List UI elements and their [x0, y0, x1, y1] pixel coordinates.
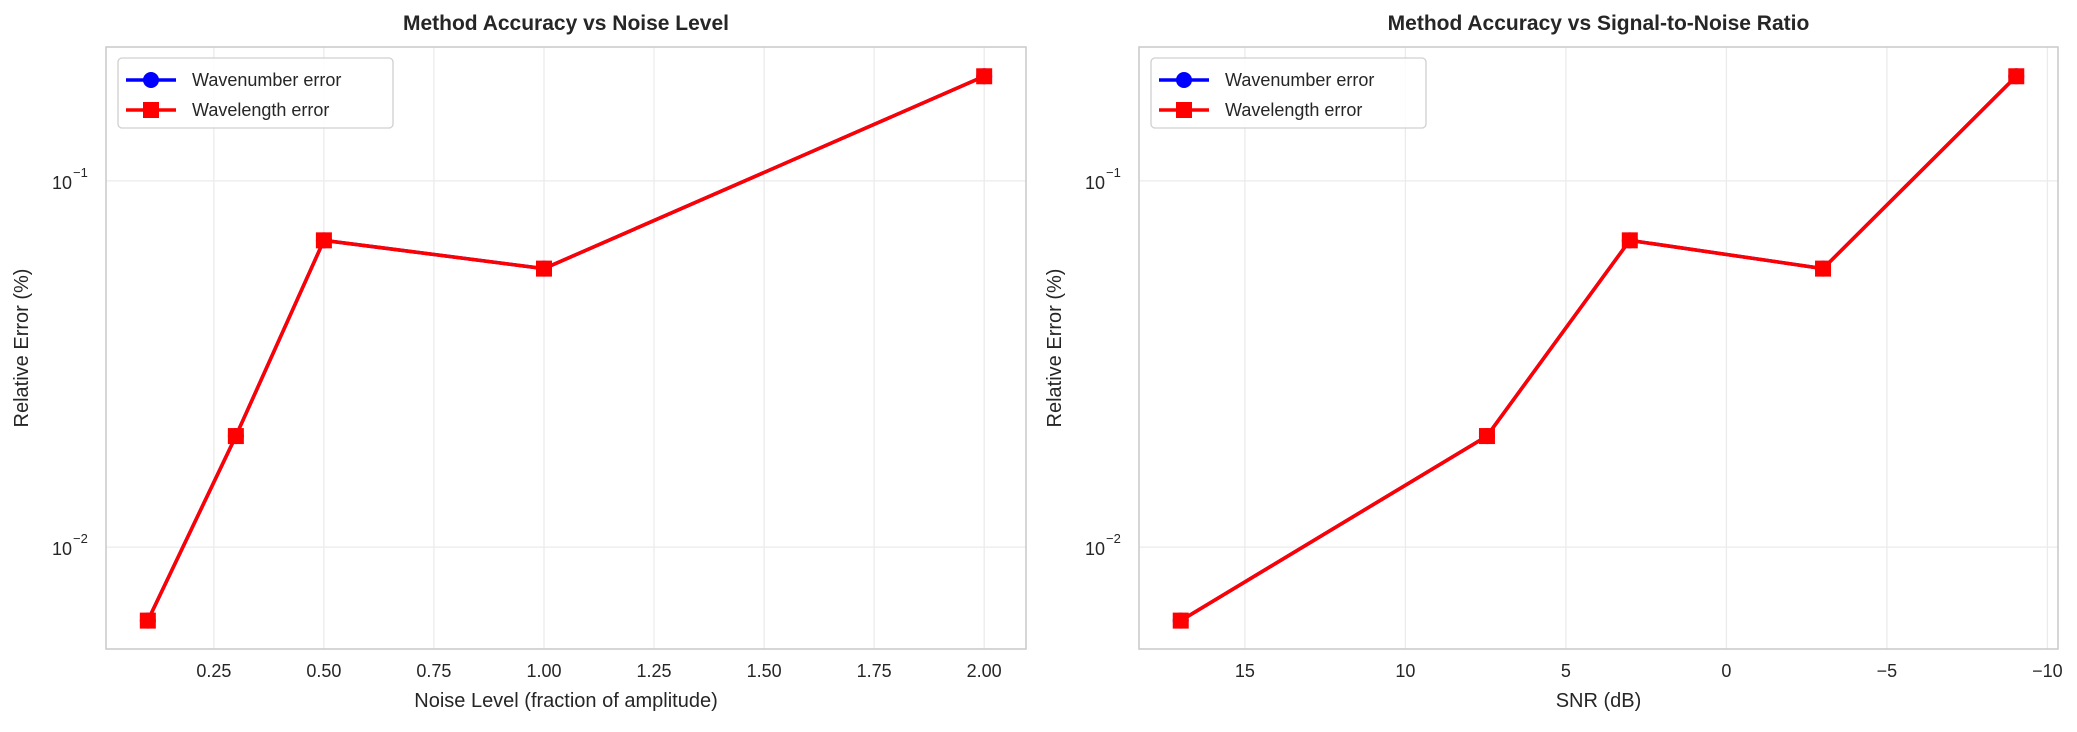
x-tick-label: 10	[1395, 661, 1415, 681]
y-tick-label: 10	[1085, 539, 1105, 559]
y-tick-exponent: −2	[73, 531, 88, 546]
series-line-1	[146, 74, 985, 622]
data-point-square	[1621, 232, 1638, 249]
series-line-2	[146, 74, 985, 622]
x-tick-label: 1.75	[857, 661, 892, 681]
x-tick-label: 0.50	[306, 661, 341, 681]
legend-label: Wavenumber error	[192, 70, 341, 90]
legend-label: Wavelength error	[1225, 100, 1362, 120]
legend-box	[1150, 57, 1427, 129]
chart-1: 0.25 0.50 0.75 1.00 1.25 1.50 1.75 2.0010−210−1…	[11, 12, 1027, 712]
data-point-square	[139, 612, 156, 629]
y-tick-exponent: −1	[73, 165, 88, 180]
legend-square-marker	[1176, 102, 1192, 118]
y-axis-label: Relative Error (%)	[1044, 269, 1066, 428]
y-axis-label: Relative Error (%)	[11, 269, 33, 428]
series-line-2	[1179, 75, 2018, 623]
series-line-1	[1179, 75, 2018, 623]
y-tick-label: 10	[52, 539, 72, 559]
data-point-square	[227, 428, 244, 445]
x-axis-label: SNR (dB)	[1556, 690, 1642, 712]
legend: Wavenumber error Wavelength error	[117, 57, 394, 129]
data-point-square	[1815, 260, 1832, 277]
data-point-square	[1172, 612, 1189, 629]
y-tick-exponent: −1	[1106, 165, 1121, 180]
x-tick-label: 0	[1721, 661, 1731, 681]
axes-frame	[105, 46, 1027, 650]
legend: Wavenumber error Wavelength error	[1150, 57, 1427, 129]
x-tick-label: −10	[2032, 661, 2063, 681]
x-tick-label: 0.25	[196, 661, 231, 681]
x-tick-label: 1.00	[526, 661, 561, 681]
x-tick-label: 15	[1235, 661, 1255, 681]
legend-circle-marker	[1176, 72, 1192, 88]
x-tick-label: 5	[1561, 661, 1571, 681]
y-tick-exponent: −2	[1106, 531, 1121, 546]
legend-box	[117, 57, 394, 129]
axes-frame	[1138, 46, 2059, 650]
x-tick-label: 1.50	[747, 661, 782, 681]
x-axis-label: Noise Level (fraction of amplitude)	[414, 690, 717, 712]
data-point-square	[1478, 428, 1495, 445]
data-point-square	[315, 232, 332, 249]
chart-title: Method Accuracy vs Noise Level	[403, 12, 729, 35]
data-point-square	[976, 68, 993, 85]
legend-square-marker	[143, 102, 159, 118]
data-point-square	[535, 260, 552, 277]
legend-label: Wavelength error	[192, 100, 329, 120]
data-point-square	[2008, 68, 2025, 85]
chart-title: Method Accuracy vs Signal-to-Noise Ratio	[1388, 12, 1810, 35]
legend-label: Wavenumber error	[1225, 70, 1374, 90]
x-tick-label: −5	[1877, 661, 1898, 681]
y-tick-label: 10	[52, 173, 72, 193]
legend-circle-marker	[143, 72, 159, 88]
x-tick-label: 0.75	[416, 661, 451, 681]
y-tick-label: 10	[1085, 173, 1105, 193]
x-tick-label: 2.00	[967, 661, 1002, 681]
x-tick-label: 1.25	[637, 661, 672, 681]
